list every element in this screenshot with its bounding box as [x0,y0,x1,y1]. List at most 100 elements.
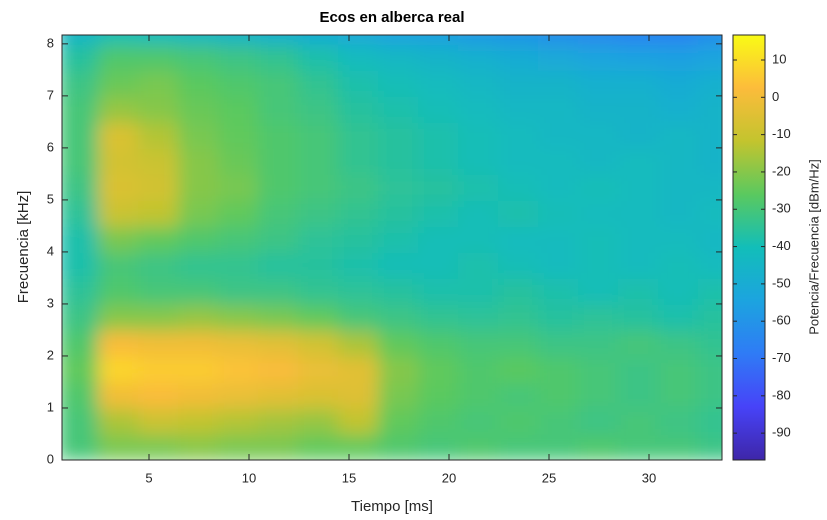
heatmap-cell [578,68,620,97]
heatmap-cell [658,120,700,149]
x-tick-label: 15 [342,470,356,485]
heatmap-cell [98,406,140,435]
heatmap-cell [698,146,722,175]
heatmap-cell [418,250,460,279]
heatmap-cell [62,68,100,97]
heatmap-cell [178,94,220,123]
heatmap-cell [218,94,260,123]
heatmap-cell [338,354,380,383]
heatmap-cell [698,328,722,357]
heatmap-cell [338,276,380,305]
heatmap-cell [218,380,260,409]
colorbar-tick-label: -80 [772,387,791,402]
heatmap-cell [62,146,100,175]
heatmap-cell [378,250,420,279]
heatmap-cell [378,328,420,357]
heatmap-cell [338,172,380,201]
heatmap-cell [618,406,660,435]
y-tick-label: 4 [47,243,54,258]
heatmap-cell [378,42,420,71]
heatmap-cell [338,302,380,331]
heatmap-cell [418,146,460,175]
colorbar-tick-label: -40 [772,238,791,253]
heatmap-cell [218,224,260,253]
plot-frame [61,34,723,461]
heatmap-cell [298,172,340,201]
heatmap-cell [698,120,722,149]
heatmap-cell [62,250,100,279]
heatmap-cell [538,302,580,331]
heatmap-cell [698,432,722,460]
y-tick-label: 3 [47,295,54,310]
heatmap-cell [578,406,620,435]
heatmap-cell [538,120,580,149]
heatmap-cell [298,276,340,305]
heatmap-cell [298,224,340,253]
heatmap-cell [458,380,500,409]
heatmap-cell [618,276,660,305]
heatmap-cell [538,198,580,227]
heatmap-cell [98,94,140,123]
plot-area [62,35,722,460]
heatmap-cell [218,354,260,383]
heatmap-cell [138,172,180,201]
heatmap-cell [338,380,380,409]
heatmap-cell [618,94,660,123]
heatmap-cell [378,68,420,97]
heatmap-cell [578,146,620,175]
heatmap-cell [298,35,340,45]
heatmap-cell [298,94,340,123]
heatmap-cell [418,432,460,460]
heatmap-cell [298,68,340,97]
heatmap-cell [418,328,460,357]
heatmap-cell [378,354,420,383]
heatmap-cell [658,94,700,123]
heatmap-cell [338,35,380,45]
heatmap-cell [698,35,722,45]
x-tick-label: 25 [542,470,556,485]
heatmap-cell [378,406,420,435]
heatmap-cell [698,276,722,305]
heatmap-cell [578,354,620,383]
heatmap-cell [698,94,722,123]
y-tick-label: 1 [47,399,54,414]
heatmap-cell [178,380,220,409]
heatmap-cell [178,224,220,253]
heatmap-cell [298,42,340,71]
heatmap-cell [138,276,180,305]
heatmap-cell [658,172,700,201]
heatmap-cell [618,250,660,279]
heatmap-cell [62,35,100,45]
heatmap-cell [338,432,380,460]
heatmap-cell [658,146,700,175]
heatmap-cell [418,198,460,227]
heatmap-cell [538,146,580,175]
heatmap-cell [298,406,340,435]
heatmap-cell [618,380,660,409]
heatmap-cell [258,276,300,305]
heatmap-cell [62,406,100,435]
heatmap-cell [378,302,420,331]
heatmap-cell [258,146,300,175]
heatmap-cell [378,198,420,227]
heatmap-cell [258,68,300,97]
heatmap-cell [538,42,580,71]
heatmap-cell [138,224,180,253]
heatmap-cell [62,42,100,71]
heatmap-cell [138,42,180,71]
heatmap-cell [458,302,500,331]
heatmap-cell [658,432,700,460]
heatmap-cell [458,146,500,175]
heatmap-cell [98,198,140,227]
heatmap-cell [498,42,540,71]
heatmap-cell [538,224,580,253]
heatmap-cell [418,302,460,331]
heatmap-cell [258,224,300,253]
heatmap-cell [698,354,722,383]
heatmap-cell [378,94,420,123]
heatmap-cell [62,432,100,460]
heatmap-cell [258,172,300,201]
heatmap-cell [138,146,180,175]
heatmap-cell [178,146,220,175]
heatmap-cell [658,250,700,279]
